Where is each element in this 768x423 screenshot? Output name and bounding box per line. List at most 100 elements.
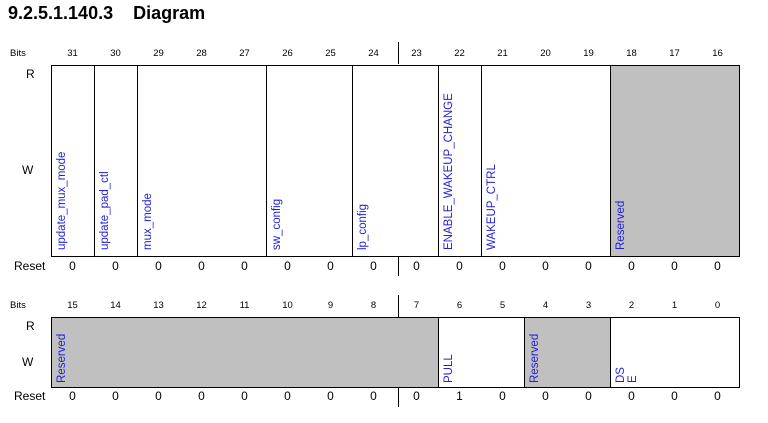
field-label: ENABLE_WAKEUP_CHANGE <box>443 93 455 250</box>
reset-value: 0 <box>413 389 420 403</box>
bit-number: 3 <box>585 300 592 311</box>
byte-separator <box>398 42 399 64</box>
field-divider <box>51 317 52 388</box>
bit-number: 20 <box>540 48 551 59</box>
field-divider <box>610 317 611 388</box>
field-label-line: DS <box>615 367 627 383</box>
field-label-line: PULL <box>443 354 455 383</box>
reset-value: 0 <box>370 389 377 403</box>
bit-number: 26 <box>282 48 293 59</box>
bit-number: 15 <box>67 300 78 311</box>
bit-number: 21 <box>497 48 508 59</box>
reset-value: 0 <box>542 389 549 403</box>
field-divider <box>739 317 740 388</box>
bit-number: 23 <box>411 48 422 59</box>
reset-value: 0 <box>69 389 76 403</box>
field-label-line: update_pad_ctl <box>99 171 111 250</box>
bit-number: 7 <box>413 300 420 311</box>
field-label: lp_config <box>357 204 369 250</box>
bit-number: 5 <box>499 300 506 311</box>
bit-number: 0 <box>714 300 721 311</box>
byte-separator <box>398 387 399 407</box>
read-label: R <box>26 67 35 81</box>
field-divider <box>352 65 353 257</box>
reset-value: 0 <box>671 259 678 273</box>
bit-number: 12 <box>196 300 207 311</box>
field-label-line: lp_config <box>357 203 369 250</box>
reset-value: 0 <box>241 389 248 403</box>
bit-number: 29 <box>153 48 164 59</box>
field-divider <box>739 65 740 257</box>
bit-number: 25 <box>325 48 336 59</box>
reserved-field <box>524 317 610 387</box>
field-label: Reserved <box>529 334 541 383</box>
bit-number: 10 <box>282 300 293 311</box>
field-divider <box>524 317 525 388</box>
bit-number: 6 <box>456 300 463 311</box>
bit-number: 17 <box>669 48 680 59</box>
bit-number: 30 <box>110 48 121 59</box>
bit-number: 14 <box>110 300 121 311</box>
field-label-line: update_mux_mode <box>56 151 68 250</box>
reset-value: 0 <box>499 389 506 403</box>
field-label-line: E <box>627 375 639 383</box>
bits-label: Bits <box>10 48 26 59</box>
bit-number: 2 <box>628 300 635 311</box>
field-label-line: Reserved <box>615 200 627 250</box>
bit-number: 4 <box>542 300 549 311</box>
write-label: W <box>22 163 34 177</box>
field-label: PULL <box>443 354 455 383</box>
bit-number: 1 <box>671 300 678 311</box>
field-label: Reserved <box>56 334 68 383</box>
field-label-line: ENABLE_WAKEUP_CHANGE <box>443 93 455 250</box>
field-divider <box>94 65 95 257</box>
reset-value: 1 <box>456 389 463 403</box>
field-divider <box>481 65 482 257</box>
reset-value: 0 <box>714 389 721 403</box>
reset-value: 0 <box>370 259 377 273</box>
field-divider <box>137 65 138 257</box>
bit-number: 18 <box>626 48 637 59</box>
register-field <box>481 65 610 256</box>
bit-number: 28 <box>196 48 207 59</box>
byte-separator <box>398 295 399 317</box>
reset-value: 0 <box>628 259 635 273</box>
reset-value: 0 <box>585 389 592 403</box>
field-label: WAKEUP_CTRL <box>486 164 498 250</box>
field-label-line: Reserved <box>529 333 541 383</box>
field-label: update_mux_mode <box>56 152 68 250</box>
reset-value: 0 <box>456 259 463 273</box>
field-divider <box>610 65 611 257</box>
bit-number: 16 <box>712 48 723 59</box>
bits-label: Bits <box>10 300 26 311</box>
reset-value: 0 <box>155 389 162 403</box>
field-label: sw_config <box>271 199 283 250</box>
reset-value: 0 <box>112 389 119 403</box>
bit-number: 11 <box>239 300 250 311</box>
register-border-top <box>51 65 739 66</box>
bit-number: 19 <box>583 48 594 59</box>
bit-number: 31 <box>67 48 78 59</box>
bit-number: 22 <box>454 48 465 59</box>
reset-value: 0 <box>327 389 334 403</box>
write-label: W <box>22 355 34 369</box>
reset-value: 0 <box>112 259 119 273</box>
reset-value: 0 <box>542 259 549 273</box>
field-label: mux_mode <box>142 193 154 250</box>
field-label: update_pad_ctl <box>99 171 111 250</box>
register-field <box>137 65 266 256</box>
reset-value: 0 <box>671 389 678 403</box>
reset-value: 0 <box>284 259 291 273</box>
reset-value: 0 <box>628 389 635 403</box>
register-border-bottom <box>51 256 739 257</box>
reset-value: 0 <box>499 259 506 273</box>
reset-label: Reset <box>14 259 46 273</box>
reset-value: 0 <box>585 259 592 273</box>
bit-number: 27 <box>239 48 250 59</box>
bit-number: 9 <box>327 300 334 311</box>
reset-value: 0 <box>155 259 162 273</box>
field-divider <box>266 65 267 257</box>
reset-value: 0 <box>413 259 420 273</box>
register-border-top <box>51 317 739 318</box>
bit-number: 8 <box>370 300 377 311</box>
